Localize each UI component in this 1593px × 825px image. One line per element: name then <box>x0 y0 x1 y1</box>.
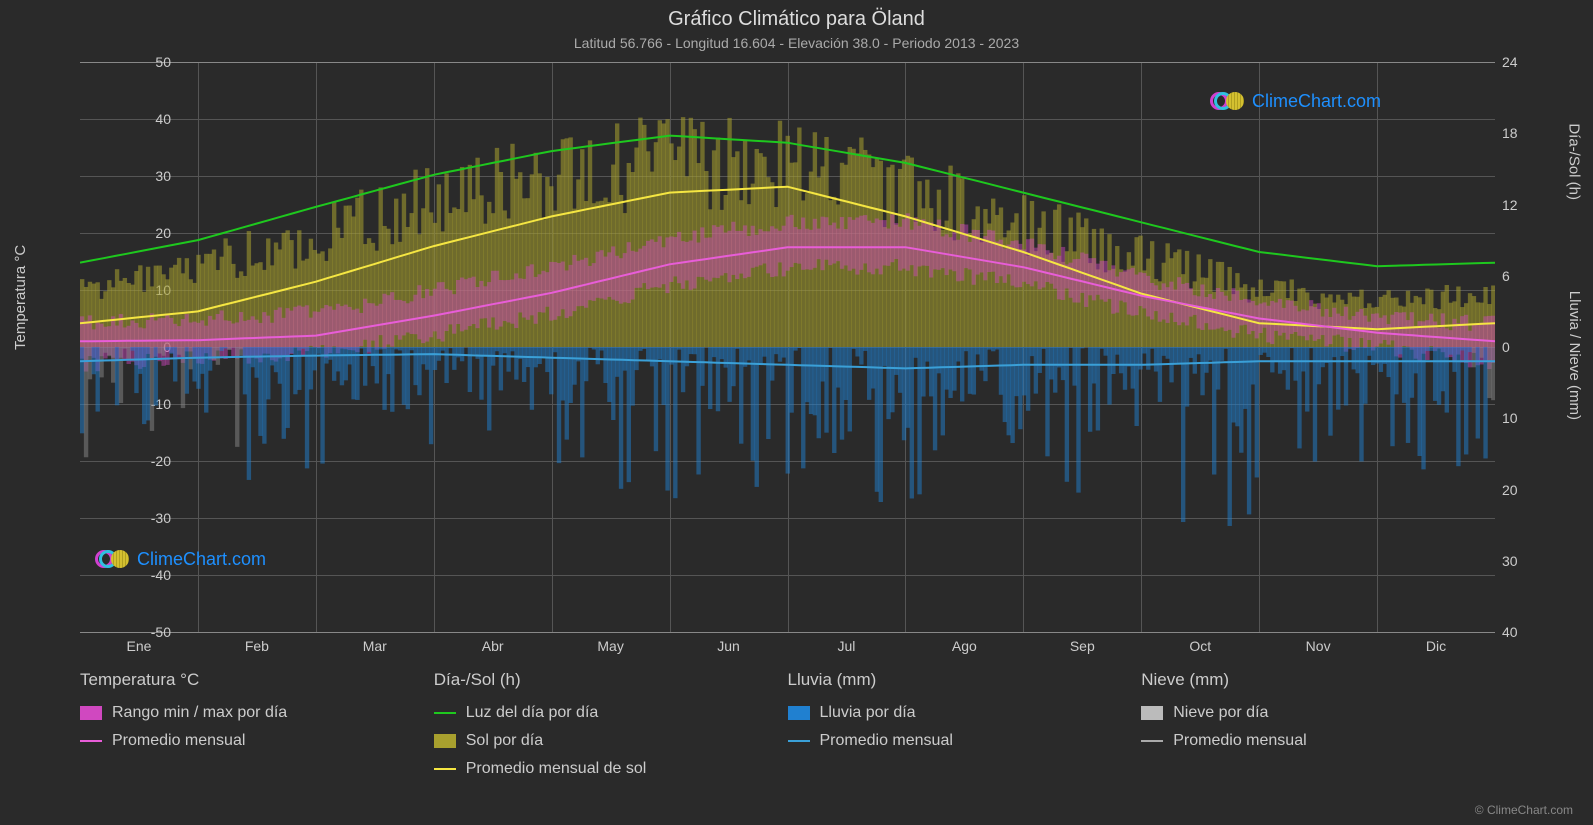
y-tick-right-label: 40 <box>1502 624 1518 640</box>
x-tick-label: Jun <box>717 638 740 654</box>
y-tick-right-label: 20 <box>1502 482 1518 498</box>
y-tick-right-label: 0 <box>1502 339 1510 355</box>
legend-label: Rango min / max por día <box>112 704 287 722</box>
legend-header: Temperatura °C <box>80 670 434 690</box>
legend-item: Luz del día por día <box>434 704 788 722</box>
y-axis-right-bottom-label: Lluvia / Nieve (mm) <box>1566 291 1583 420</box>
chart-data-layer <box>80 62 1495 632</box>
legend-label: Lluvia por día <box>820 704 916 722</box>
legend-swatch <box>434 734 456 748</box>
legend-label: Promedio mensual de sol <box>466 760 647 778</box>
legend-label: Sol por día <box>466 732 543 750</box>
legend: Temperatura °C Rango min / max por día Pro… <box>80 670 1495 778</box>
legend-swatch <box>434 768 456 770</box>
legend-item: Nieve por día <box>1141 704 1495 722</box>
watermark-top: ClimeChart.com <box>1210 90 1381 112</box>
x-tick-label: Abr <box>482 638 504 654</box>
legend-label: Promedio mensual <box>1173 732 1306 750</box>
x-tick-label: Dic <box>1426 638 1446 654</box>
legend-label: Promedio mensual <box>112 732 245 750</box>
legend-swatch <box>434 712 456 714</box>
copyright: © ClimeChart.com <box>1475 803 1573 817</box>
climate-chart: Gráfico Climático para Öland Latitud 56.… <box>0 0 1593 825</box>
y-axis-right-top-label: Día-/Sol (h) <box>1566 123 1583 200</box>
climechart-logo-icon <box>1210 90 1246 112</box>
legend-swatch <box>1141 740 1163 742</box>
y-tick-right-label: 10 <box>1502 410 1518 426</box>
legend-item: Sol por día <box>434 732 788 750</box>
x-tick-label: May <box>597 638 623 654</box>
legend-swatch <box>80 706 102 720</box>
legend-header: Día-/Sol (h) <box>434 670 788 690</box>
legend-item: Promedio mensual <box>80 732 434 750</box>
legend-swatch <box>788 706 810 720</box>
legend-item: Promedio mensual <box>788 732 1142 750</box>
x-tick-label: Sep <box>1070 638 1095 654</box>
legend-swatch <box>788 740 810 742</box>
legend-item: Rango min / max por día <box>80 704 434 722</box>
y-tick-right-label: 6 <box>1502 268 1510 284</box>
x-tick-label: Ago <box>952 638 977 654</box>
legend-item: Lluvia por día <box>788 704 1142 722</box>
watermark-bottom: ClimeChart.com <box>95 548 266 570</box>
y-tick-right-label: 12 <box>1502 197 1518 213</box>
y-tick-right-label: 24 <box>1502 54 1518 70</box>
legend-column: Temperatura °C Rango min / max por día Pro… <box>80 670 434 778</box>
chart-title: Gráfico Climático para Öland <box>0 0 1593 31</box>
legend-item: Promedio mensual de sol <box>434 760 788 778</box>
x-tick-label: Feb <box>245 638 269 654</box>
x-tick-label: Nov <box>1306 638 1331 654</box>
y-tick-right-label: 30 <box>1502 553 1518 569</box>
x-tick-label: Ene <box>126 638 151 654</box>
chart-subtitle: Latitud 56.766 - Longitud 16.604 - Eleva… <box>0 31 1593 51</box>
x-tick-label: Oct <box>1189 638 1211 654</box>
legend-header: Nieve (mm) <box>1141 670 1495 690</box>
climechart-logo-icon <box>95 548 131 570</box>
watermark-text: ClimeChart.com <box>1252 91 1381 112</box>
y-axis-left-label: Temperatura °C <box>12 245 29 350</box>
legend-label: Promedio mensual <box>820 732 953 750</box>
legend-item: Promedio mensual <box>1141 732 1495 750</box>
y-tick-right-label: 18 <box>1502 125 1518 141</box>
x-tick-label: Mar <box>363 638 387 654</box>
legend-column: Día-/Sol (h) Luz del día por día Sol por d… <box>434 670 788 778</box>
legend-header: Lluvia (mm) <box>788 670 1142 690</box>
legend-column: Nieve (mm) Nieve por día Promedio mensual <box>1141 670 1495 778</box>
x-tick-label: Jul <box>838 638 856 654</box>
legend-column: Lluvia (mm) Lluvia por día Promedio mensua… <box>788 670 1142 778</box>
legend-swatch <box>1141 706 1163 720</box>
legend-swatch <box>80 740 102 742</box>
watermark-text: ClimeChart.com <box>137 549 266 570</box>
legend-label: Nieve por día <box>1173 704 1268 722</box>
legend-label: Luz del día por día <box>466 704 599 722</box>
